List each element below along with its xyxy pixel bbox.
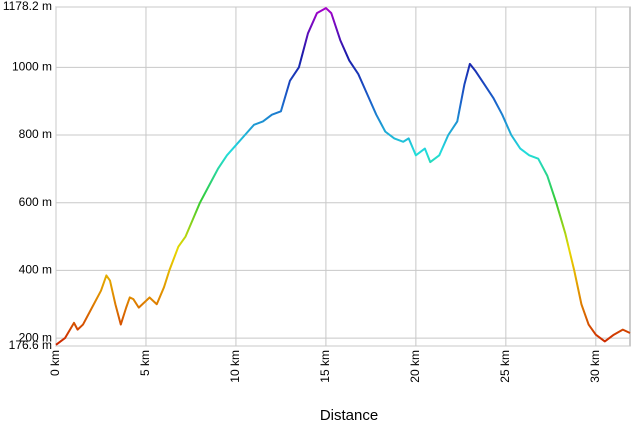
elevation-line xyxy=(55,7,631,346)
y-tick-label: 800 m xyxy=(19,127,52,141)
x-tick-label: 15 km xyxy=(318,350,332,383)
y-tick-label: 400 m xyxy=(19,263,52,277)
y-tick-label: 176.6 m xyxy=(9,338,52,352)
x-tick-label: 5 km xyxy=(138,350,152,376)
y-tick-label: 1000 m xyxy=(12,59,52,73)
y-tick-label: 600 m xyxy=(19,195,52,209)
x-tick-label: 0 km xyxy=(48,350,62,376)
y-tick-label: 200 m xyxy=(19,330,52,344)
x-tick-label: 30 km xyxy=(588,350,602,383)
y-tick-label: 1178.2 m xyxy=(3,0,52,13)
plot-area xyxy=(55,6,631,347)
x-tick-label: 20 km xyxy=(408,350,422,383)
x-axis-label: Distance xyxy=(320,407,378,424)
x-tick-label: 10 km xyxy=(228,350,242,383)
x-tick-label: 25 km xyxy=(498,350,512,383)
